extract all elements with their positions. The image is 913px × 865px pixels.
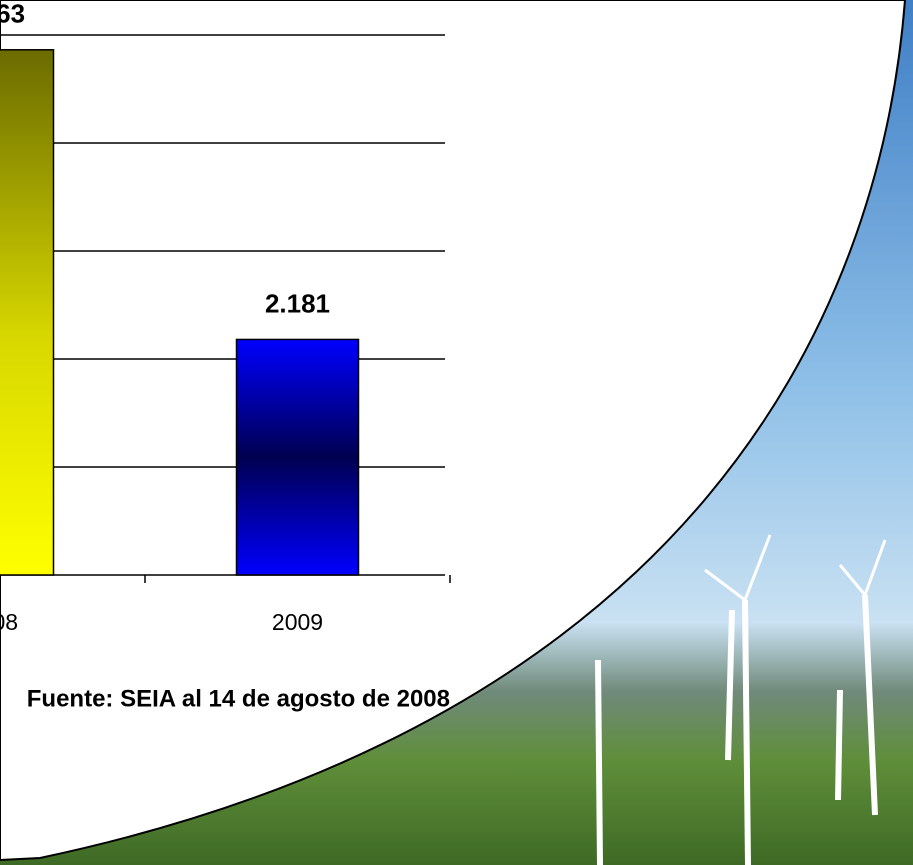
bar [235, 338, 360, 576]
source-note: Fuente: SEIA al 14 de agosto de 2008 [27, 685, 450, 712]
value-label: 2.181 [265, 288, 330, 318]
x-tick-label: 2008 [0, 609, 18, 635]
blades [704, 534, 887, 602]
x-tick-label: 2009 [272, 609, 323, 635]
value-label: 4.863 [0, 0, 25, 29]
bar [0, 49, 55, 576]
turbines [595, 594, 878, 865]
